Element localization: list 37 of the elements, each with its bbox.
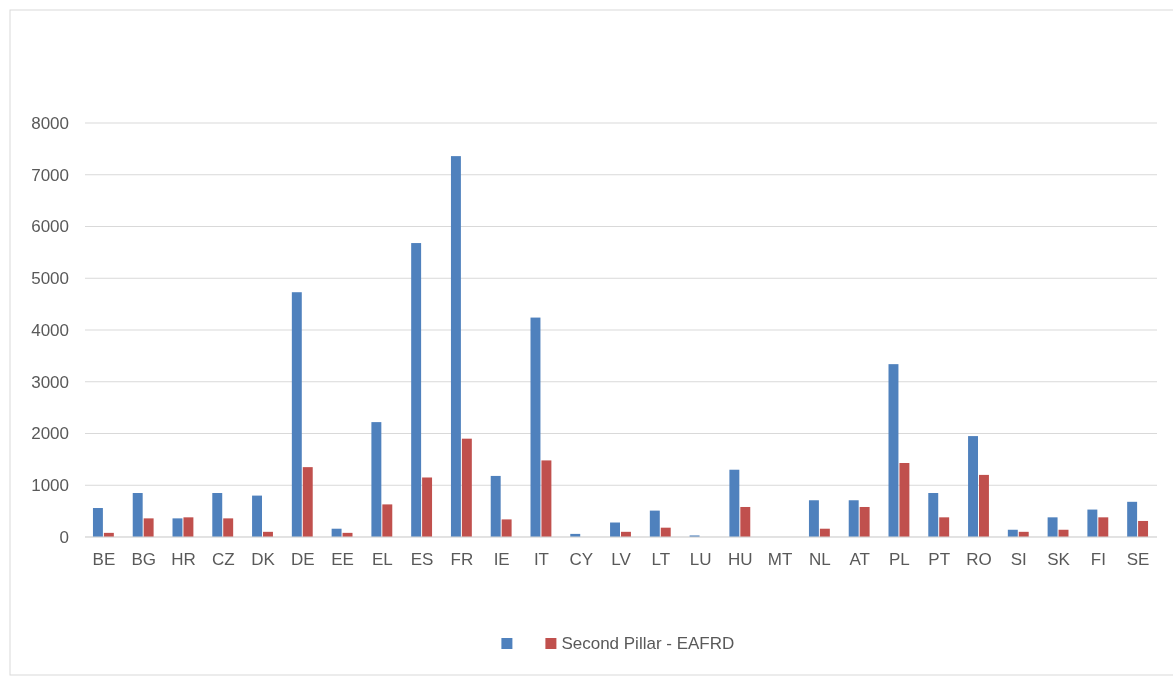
y-tick-label: 1000 bbox=[31, 476, 69, 496]
x-tick-label: IT bbox=[533, 550, 549, 569]
x-tick-label: SK bbox=[1047, 550, 1071, 569]
x-tick-label: AT bbox=[849, 550, 870, 569]
x-tick-label: FI bbox=[1090, 550, 1106, 569]
x-tick-label: BE bbox=[92, 550, 116, 569]
legend-label: Second Pillar - EAFRD bbox=[561, 634, 735, 653]
x-tick-label: EL bbox=[371, 550, 393, 569]
x-tick-label: DK bbox=[251, 550, 276, 569]
x-tick-label: DE bbox=[290, 550, 315, 569]
x-tick-label: ES bbox=[410, 550, 434, 569]
y-tick-label: 0 bbox=[59, 527, 69, 547]
x-tick-label: SE bbox=[1126, 550, 1150, 569]
y-tick-label: 6000 bbox=[31, 217, 69, 237]
y-tick-label: 2000 bbox=[31, 424, 69, 444]
y-tick-label: 3000 bbox=[31, 372, 69, 392]
x-tick-label: HR bbox=[171, 550, 196, 569]
x-tick-label: NL bbox=[809, 550, 831, 569]
y-tick-label: 4000 bbox=[31, 320, 69, 340]
y-tick-label: 8000 bbox=[31, 113, 69, 133]
x-tick-label: IE bbox=[493, 550, 510, 569]
x-tick-label: FR bbox=[450, 550, 474, 569]
y-tick-label: 7000 bbox=[31, 165, 69, 185]
x-tick-label: CY bbox=[569, 550, 594, 569]
x-tick-label: BG bbox=[131, 550, 156, 569]
x-tick-label: EE bbox=[331, 550, 354, 569]
x-tick-label: RO bbox=[966, 550, 992, 569]
x-tick-label: PL bbox=[889, 550, 910, 569]
x-tick-label: CZ bbox=[211, 550, 235, 569]
y-tick-label: 5000 bbox=[31, 269, 69, 289]
x-tick-label: MT bbox=[767, 550, 793, 569]
x-tick-label: LV bbox=[611, 550, 632, 569]
x-tick-label: LT bbox=[651, 550, 671, 569]
x-tick-label: HU bbox=[728, 550, 753, 569]
x-tick-label: LU bbox=[689, 550, 712, 569]
x-tick-label: SI bbox=[1010, 550, 1027, 569]
x-tick-label: PT bbox=[928, 550, 951, 569]
